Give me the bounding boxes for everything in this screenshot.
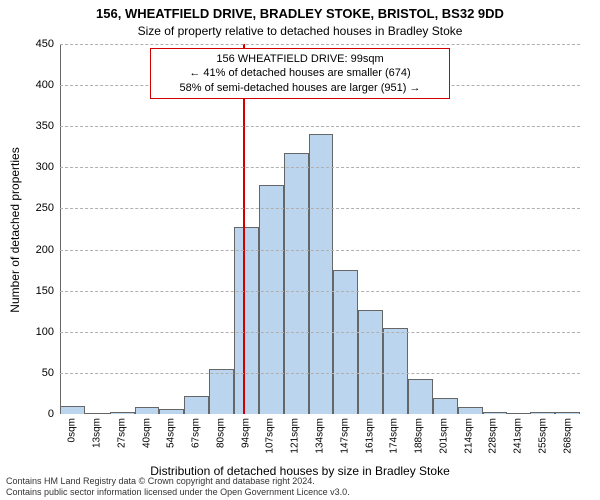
- footer-line-2: Contains public sector information licen…: [6, 487, 350, 498]
- x-tick-label: 147sqm: [339, 414, 350, 454]
- x-tick-label: 40sqm: [141, 414, 152, 448]
- histogram-bar: [184, 396, 209, 414]
- grid-line: [60, 126, 580, 127]
- y-tick-label: 300: [36, 161, 60, 173]
- info-line-2: ← 41% of detached houses are smaller (67…: [157, 66, 443, 80]
- histogram-bar: [234, 227, 259, 414]
- grid-line: [60, 250, 580, 251]
- x-tick-label: 0sqm: [67, 414, 78, 442]
- y-tick-label: 400: [36, 79, 60, 91]
- x-tick-label: 174sqm: [389, 414, 400, 454]
- plot-area: 0501001502002503003504004500sqm13sqm27sq…: [60, 44, 580, 414]
- x-tick-label: 255sqm: [537, 414, 548, 454]
- grid-line: [60, 373, 580, 374]
- chart-title-sub: Size of property relative to detached ho…: [0, 24, 600, 38]
- x-tick-label: 268sqm: [562, 414, 573, 454]
- histogram-bar: [284, 153, 309, 414]
- x-tick-label: 241sqm: [513, 414, 524, 454]
- x-tick-label: 134sqm: [315, 414, 326, 454]
- y-tick-label: 100: [36, 326, 60, 338]
- histogram-bar: [209, 369, 234, 414]
- x-tick-label: 201sqm: [438, 414, 449, 454]
- x-tick-label: 214sqm: [463, 414, 474, 454]
- histogram-bars: [60, 44, 580, 414]
- grid-line: [60, 291, 580, 292]
- y-tick-label: 200: [36, 244, 60, 256]
- histogram-bar: [259, 185, 284, 414]
- y-tick-label: 50: [42, 367, 60, 379]
- y-tick-label: 350: [36, 120, 60, 132]
- info-line-1: 156 WHEATFIELD DRIVE: 99sqm: [157, 52, 443, 66]
- x-tick-label: 80sqm: [215, 414, 226, 448]
- chart-title-main: 156, WHEATFIELD DRIVE, BRADLEY STOKE, BR…: [0, 6, 600, 21]
- histogram-bar: [383, 328, 408, 414]
- grid-line: [60, 44, 580, 45]
- histogram-bar: [333, 270, 358, 414]
- x-tick-label: 161sqm: [364, 414, 375, 454]
- footer-attribution: Contains HM Land Registry data © Crown c…: [6, 476, 350, 498]
- histogram-bar: [433, 398, 458, 414]
- y-tick-label: 0: [48, 408, 60, 420]
- reference-marker-line: [243, 44, 245, 414]
- chart-container: 156, WHEATFIELD DRIVE, BRADLEY STOKE, BR…: [0, 0, 600, 500]
- grid-line: [60, 208, 580, 209]
- grid-line: [60, 167, 580, 168]
- info-line-3: 58% of semi-detached houses are larger (…: [157, 81, 443, 95]
- x-tick-label: 107sqm: [265, 414, 276, 454]
- x-tick-label: 13sqm: [92, 414, 103, 448]
- x-tick-label: 67sqm: [191, 414, 202, 448]
- histogram-bar: [60, 406, 85, 414]
- x-tick-label: 121sqm: [290, 414, 301, 454]
- y-tick-label: 450: [36, 38, 60, 50]
- y-tick-label: 250: [36, 202, 60, 214]
- y-tick-label: 150: [36, 285, 60, 297]
- y-axis-label: Number of detached properties: [8, 65, 22, 230]
- histogram-bar: [408, 379, 433, 414]
- histogram-bar: [358, 310, 383, 414]
- x-tick-label: 54sqm: [166, 414, 177, 448]
- footer-line-1: Contains HM Land Registry data © Crown c…: [6, 476, 350, 487]
- x-tick-label: 27sqm: [116, 414, 127, 448]
- x-tick-label: 188sqm: [414, 414, 425, 454]
- x-tick-label: 228sqm: [488, 414, 499, 454]
- info-callout-box: 156 WHEATFIELD DRIVE: 99sqm ← 41% of det…: [150, 48, 450, 99]
- grid-line: [60, 332, 580, 333]
- x-tick-label: 94sqm: [240, 414, 251, 448]
